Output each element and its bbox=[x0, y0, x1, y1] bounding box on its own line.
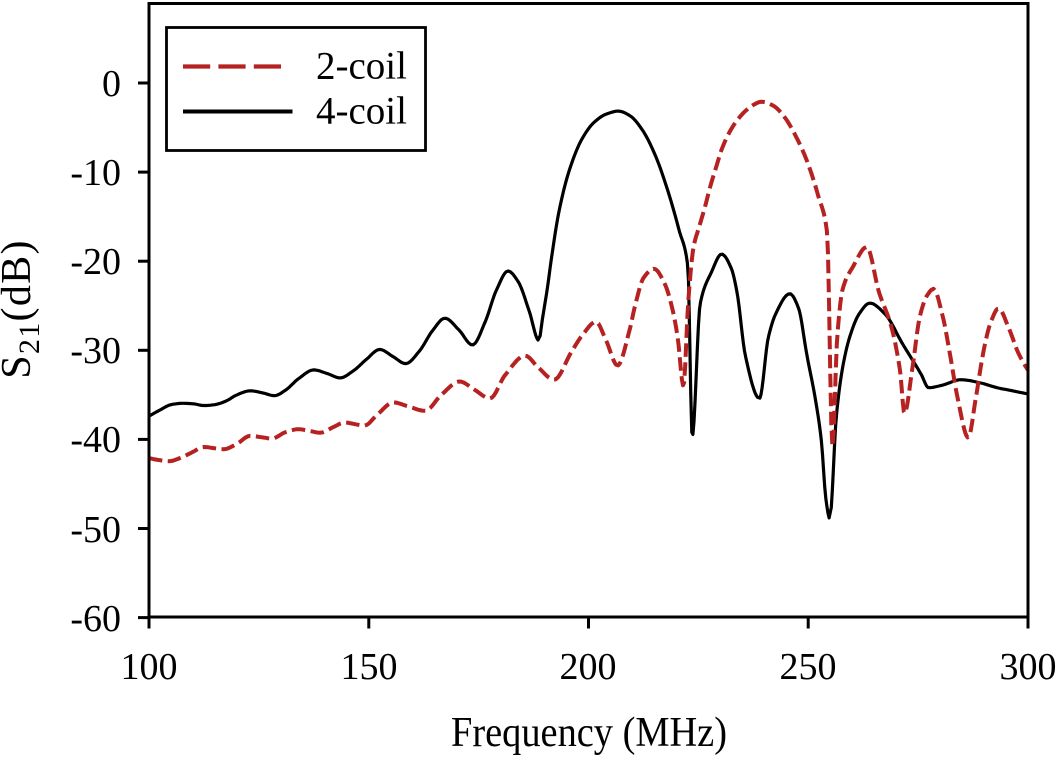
svg-text:S21(dB): S21(dB) bbox=[0, 239, 46, 378]
svg-text:-40: -40 bbox=[70, 419, 121, 461]
svg-text:Frequency (MHz): Frequency (MHz) bbox=[451, 710, 727, 756]
svg-text:200: 200 bbox=[560, 646, 617, 688]
svg-text:2-coil: 2-coil bbox=[316, 45, 407, 88]
svg-text:150: 150 bbox=[341, 646, 398, 688]
svg-text:250: 250 bbox=[780, 646, 837, 688]
svg-text:0: 0 bbox=[102, 63, 121, 105]
svg-text:100: 100 bbox=[121, 646, 178, 688]
svg-text:4-coil: 4-coil bbox=[316, 90, 407, 133]
svg-text:300: 300 bbox=[1000, 646, 1057, 688]
svg-text:-30: -30 bbox=[70, 330, 121, 372]
svg-text:-60: -60 bbox=[70, 598, 121, 640]
svg-text:-10: -10 bbox=[70, 152, 121, 194]
svg-text:-50: -50 bbox=[70, 509, 121, 551]
svg-text:-20: -20 bbox=[70, 241, 121, 283]
